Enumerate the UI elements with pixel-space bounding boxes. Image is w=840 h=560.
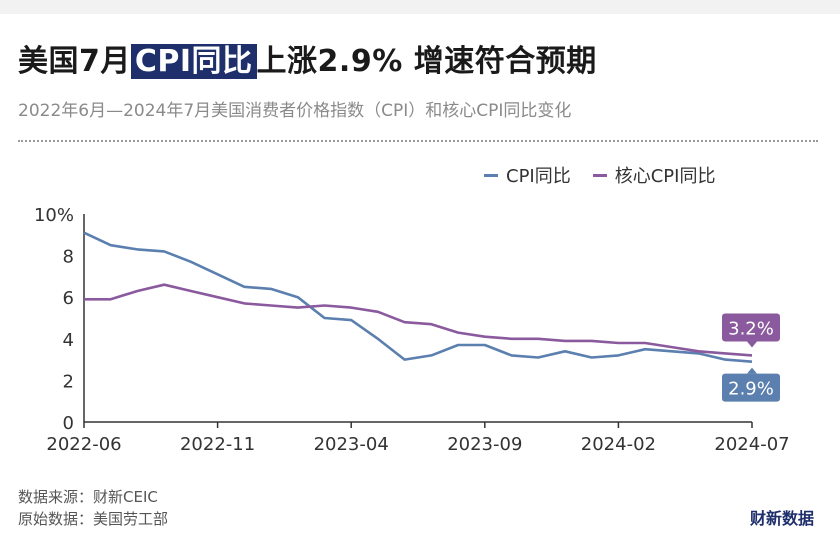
y-tick-label: 10% bbox=[34, 205, 74, 226]
x-tick-label: 2024-07 bbox=[714, 434, 789, 455]
title-divider bbox=[18, 140, 818, 142]
original-source: 原始数据：美国劳工部 bbox=[18, 510, 169, 528]
cpi-end-label-pointer bbox=[747, 367, 757, 374]
y-tick-label: 8 bbox=[63, 247, 74, 268]
x-tick-label: 2023-04 bbox=[314, 434, 389, 455]
x-tick-label: 2022-06 bbox=[46, 434, 121, 455]
page-title: 美国7月 CPI同比 上涨2.9% 增速符合预期 bbox=[18, 36, 597, 80]
y-tick-label: 2 bbox=[63, 371, 74, 392]
top-bar bbox=[0, 0, 840, 14]
core-cpi-end-label: 3.2% bbox=[728, 318, 774, 339]
subtitle: 2022年6月—2024年7月美国消费者价格指数（CPI）和核心CPI同比变化 bbox=[18, 101, 572, 121]
core-cpi-end-label-box bbox=[722, 313, 780, 342]
cpi-line bbox=[83, 231, 753, 363]
footer: 数据来源：财新CEIC 原始数据：美国劳工部 bbox=[18, 486, 168, 530]
legend-item-cpi: CPI同比 bbox=[484, 162, 571, 188]
core-cpi-line bbox=[84, 283, 753, 357]
core-cpi-end-label-pointer bbox=[747, 341, 757, 348]
y-tick-label: 4 bbox=[63, 330, 74, 351]
legend-item-core-cpi: 核心CPI同比 bbox=[592, 162, 716, 188]
title-highlight: CPI同比 bbox=[130, 44, 257, 79]
x-tick-label: 2023-09 bbox=[447, 434, 522, 455]
cpi-end-label: 2.9% bbox=[728, 379, 774, 400]
data-source: 数据来源：财新CEIC bbox=[18, 488, 158, 506]
legend-swatch-cpi bbox=[484, 173, 498, 177]
legend-label-cpi: CPI同比 bbox=[506, 166, 571, 187]
x-tick-label: 2022-11 bbox=[180, 434, 255, 455]
brand-logo: 财新数据 bbox=[750, 509, 815, 528]
legend-label-core-cpi: 核心CPI同比 bbox=[614, 166, 716, 187]
chart-legend: CPI同比 核心CPI同比 bbox=[484, 162, 715, 188]
cpi-end-label-box bbox=[722, 373, 780, 402]
title-suffix: 上涨2.9% 增速符合预期 bbox=[256, 44, 597, 79]
title-prefix: 美国7月 bbox=[18, 44, 131, 79]
y-tick-label: 6 bbox=[63, 288, 74, 309]
x-tick-label: 2024-02 bbox=[581, 434, 656, 455]
legend-swatch-core-cpi bbox=[592, 173, 607, 177]
y-tick-label: 0 bbox=[63, 413, 74, 434]
